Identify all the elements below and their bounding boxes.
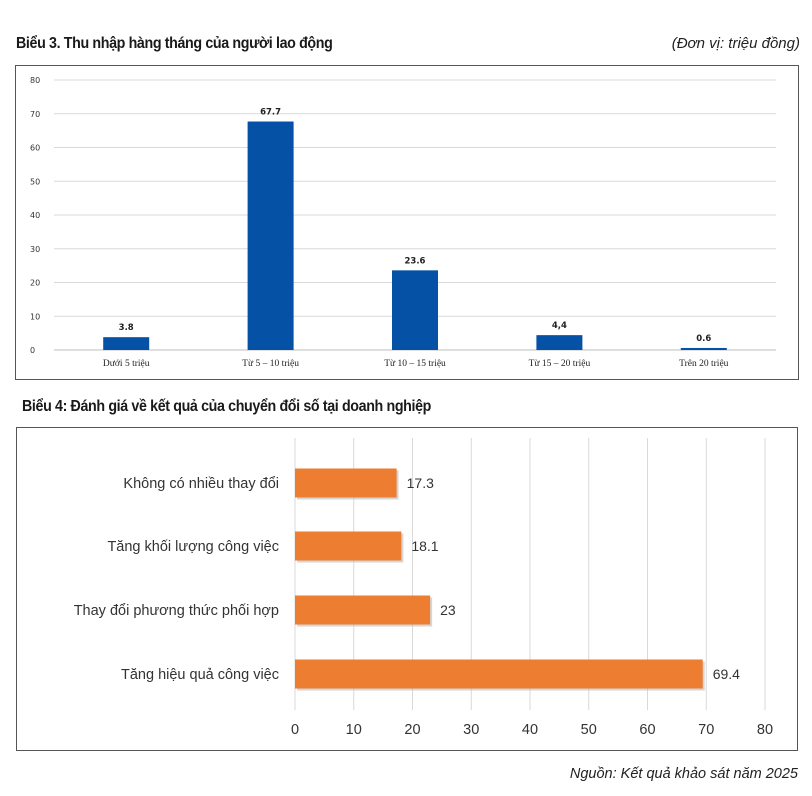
chart3-y-tick-label: 50 [30, 177, 40, 186]
chart4-x-tick-label: 40 [522, 722, 538, 738]
chart3-svg: 0 10 20 30 40 50 60 70 80 3.8 Dưới 5 triệu 67.7 Từ 5… [30, 76, 776, 369]
chart4-bar [295, 531, 402, 561]
chart3-x-category-label: Từ 5 – 10 triệu [242, 359, 299, 369]
chart4-category-label: Không có nhiều thay đổi [123, 476, 279, 492]
chart4-x-tick-label: 20 [404, 722, 420, 738]
chart3-y-tick-label: 40 [30, 211, 40, 220]
chart4-x-tick-label: 70 [698, 722, 714, 738]
chart3-data-label: 23.6 [405, 256, 426, 266]
chart3-x-category-label: Từ 10 – 15 triệu [384, 359, 446, 369]
chart3-y-tick-label: 0 [30, 346, 35, 355]
chart4-bar [295, 468, 397, 498]
chart4-bar [295, 595, 431, 625]
chart3-y-tick-label: 60 [30, 144, 40, 153]
chart3-x-category-label: Trên 20 triệu [679, 359, 729, 369]
chart4-x-tick-label: 0 [291, 722, 299, 738]
chart3-data-label: 67.7 [260, 108, 281, 118]
chart4-x-tick-label: 30 [463, 722, 479, 738]
chart3-data-label: 3.8 [119, 323, 134, 333]
chart4-data-label: 18.1 [411, 538, 438, 554]
chart4-x-tick-label: 10 [346, 722, 362, 738]
chart4-x-tick-label: 60 [639, 722, 655, 738]
chart3-y-tick-label: 10 [30, 312, 40, 321]
chart4-category-label: Tăng hiệu quả công việc [121, 667, 279, 683]
chart4-panel: 0 10 20 30 40 50 60 70 80 17.3 Không có nhiều thay… [16, 427, 798, 751]
chart3-y-tick-label: 20 [30, 279, 40, 288]
chart4-x-tick-label: 80 [757, 722, 773, 738]
chart3-bar [247, 121, 294, 350]
chart3-bar [536, 335, 583, 350]
chart3-data-label: 4,4 [552, 321, 567, 331]
chart3-y-tick-label: 30 [30, 245, 40, 254]
chart3-bar [680, 347, 727, 350]
chart4-title: Biểu 4: Đánh giá về kết quả của chuyển đ… [22, 398, 432, 415]
chart3-bar [103, 337, 150, 350]
chart3-x-category-label: Dưới 5 triệu [103, 359, 150, 369]
chart3-y-tick-label: 70 [30, 110, 40, 119]
chart3-data-label: 0.6 [696, 334, 711, 344]
chart3-unit-label: (Đơn vị: triệu đồng) [671, 35, 800, 52]
chart3-bar [392, 270, 438, 350]
chart3-y-tick-label: 80 [30, 76, 40, 85]
chart4-category-label: Thay đổi phương thức phối hợp [74, 603, 279, 619]
chart4-data-label: 17.3 [407, 475, 434, 491]
chart3-x-category-label: Từ 15 – 20 triệu [529, 359, 591, 369]
chart4-data-label: 69.4 [713, 666, 740, 682]
chart4-svg: 0 10 20 30 40 50 60 70 80 17.3 Không có nhiều thay… [74, 438, 773, 738]
source-note: Nguồn: Kết quả khảo sát năm 2025 [569, 766, 798, 782]
chart4-data-label: 23 [440, 602, 456, 618]
chart4-bar [295, 659, 703, 689]
chart4-category-label: Tăng khối lượng công việc [107, 539, 279, 555]
chart3-title: Biểu 3. Thu nhập hàng tháng của người la… [16, 35, 333, 52]
chart3-panel: 0 10 20 30 40 50 60 70 80 3.8 Dưới 5 triệu 67.7 Từ 5… [15, 65, 799, 380]
chart4-x-tick-label: 50 [581, 722, 597, 738]
